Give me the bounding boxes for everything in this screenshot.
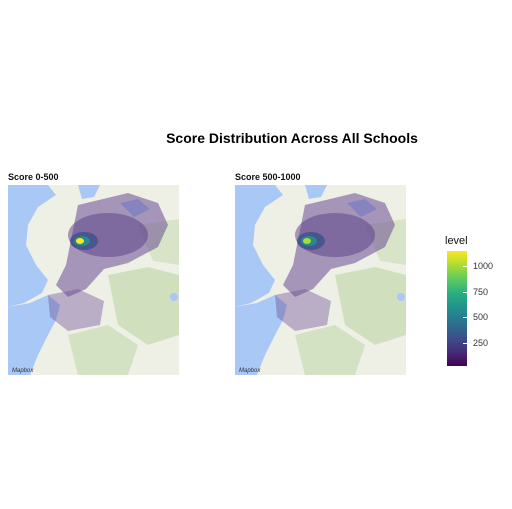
legend-tick-mark [463, 317, 467, 318]
map-panel-left: Mapbox [8, 185, 179, 375]
map-right-svg: Mapbox [235, 185, 406, 375]
legend-tick-250: 250 [473, 338, 489, 348]
density-overlay [275, 193, 395, 331]
map-left-svg: Mapbox [8, 185, 179, 375]
chart-title: Score Distribution Across All Schools [166, 130, 418, 146]
map-panel-right: Mapbox [235, 185, 406, 375]
legend-tick-750: 750 [473, 287, 489, 297]
density-overlay [48, 193, 168, 331]
legend-tick-1000: 1000 [473, 261, 494, 271]
panel-title-right: Score 500-1000 [235, 172, 301, 182]
panel-title-left: Score 0-500 [8, 172, 59, 182]
legend-title: level [445, 235, 468, 247]
legend-tick-mark [463, 343, 467, 344]
legend-tick-mark [463, 266, 467, 267]
legend-tick-mark [463, 292, 467, 293]
map-credit-right: Mapbox [239, 368, 261, 374]
map-credit-left: Mapbox [12, 368, 34, 374]
legend: level 1000 750 500 250 [445, 235, 505, 375]
legend-colorbar [447, 251, 467, 366]
legend-tick-500: 500 [473, 312, 489, 322]
